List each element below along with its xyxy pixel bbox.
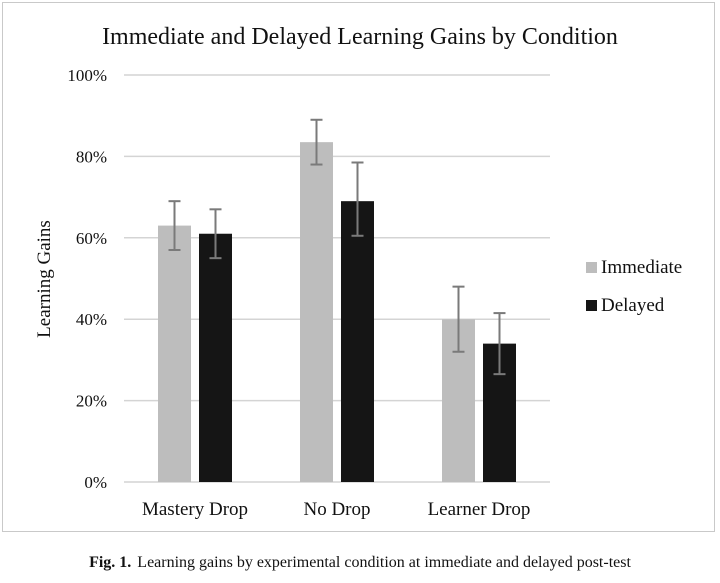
y-tick-label: 0% xyxy=(84,473,107,492)
bar-delayed xyxy=(199,233,232,482)
y-tick-label: 60% xyxy=(76,229,107,248)
caption-label: Fig. 1. xyxy=(89,554,132,571)
bar-chart: Immediate and Delayed Learning Gains by … xyxy=(34,24,682,520)
y-axis-label: Learning Gains xyxy=(34,220,55,338)
x-tick-labels: Mastery Drop No Drop Learner Drop xyxy=(142,499,530,520)
y-tick-label: 40% xyxy=(76,310,107,329)
legend-label-delayed: Delayed xyxy=(601,295,665,316)
bar-immediate xyxy=(300,142,333,482)
legend-swatch-immediate xyxy=(586,262,597,273)
y-tick-label: 100% xyxy=(67,66,107,85)
gridlines xyxy=(124,74,550,483)
x-tick-label: Learner Drop xyxy=(428,499,531,520)
legend-label-immediate: Immediate xyxy=(601,257,682,278)
legend-swatch-delayed xyxy=(586,300,597,311)
bars xyxy=(158,142,516,483)
x-tick-label: Mastery Drop xyxy=(142,499,248,520)
legend: Immediate Delayed xyxy=(586,257,682,316)
caption-text: Learning gains by experimental condition… xyxy=(137,554,631,571)
bar-immediate xyxy=(158,225,191,482)
x-tick-label: No Drop xyxy=(303,499,370,520)
figure-caption: Fig. 1. Learning gains by experimental co… xyxy=(0,554,720,572)
bar-delayed xyxy=(341,201,374,483)
y-tick-label: 20% xyxy=(76,392,107,411)
chart-title: Immediate and Delayed Learning Gains by … xyxy=(102,24,618,50)
y-tick-label: 80% xyxy=(76,147,107,166)
error-bars xyxy=(168,118,506,376)
y-tick-labels: 0% 20% 40% 60% 80% 100% xyxy=(67,66,107,492)
